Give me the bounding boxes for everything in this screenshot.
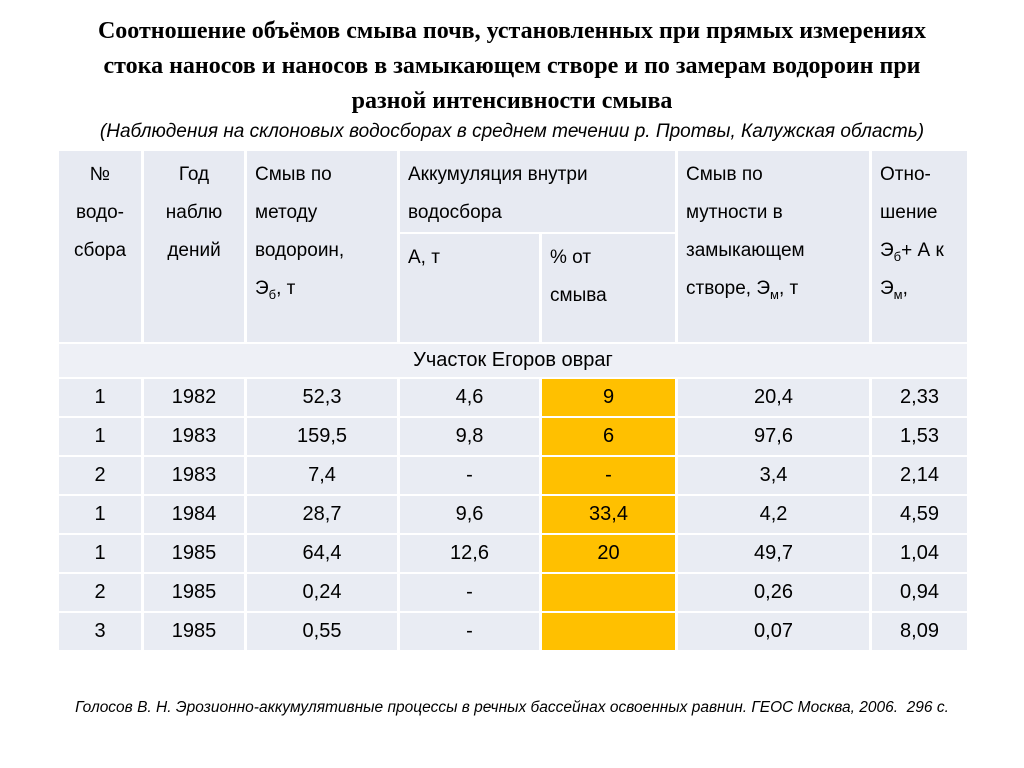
subscript-b: б <box>268 286 277 302</box>
section-row: Участок Егоров овраг <box>55 342 971 380</box>
table-row: 2 1985 0,24 - 0,26 0,94 <box>56 572 971 614</box>
table-cell: 0,26 <box>675 572 873 614</box>
table-row: 1 1983 159,5 9,8 6 97,6 1,53 <box>56 416 971 458</box>
highlighted-cell: 20 <box>538 533 679 575</box>
footer-citation: Голосов В. Н. Эрозионно-аккумулятивные п… <box>75 699 949 716</box>
header-year: Год наблю дений <box>141 149 247 345</box>
table-cell: 1985 <box>141 533 247 575</box>
table-cell: 2,33 <box>869 377 971 419</box>
table-row: 1 1985 64,4 12,6 20 49,7 1,04 <box>56 533 971 575</box>
table-cell: 20,4 <box>675 377 873 419</box>
table-cell: 4,59 <box>869 494 971 536</box>
table-cell: 1,04 <box>869 533 971 575</box>
header-acc-tons: А, т <box>397 232 542 345</box>
table-cell: 1983 <box>141 416 247 458</box>
header-row-top: № водо- сбора Год наблю дений Смыв по ме… <box>56 149 971 345</box>
header-row-sub: А, т % от смыва <box>58 232 969 345</box>
table-cell: - <box>397 611 542 653</box>
table-cell: 2 <box>56 572 144 614</box>
table-cell: 7,4 <box>244 455 400 497</box>
section-header: Участок Егоров овраг <box>55 342 971 380</box>
highlighted-cell <box>538 611 679 653</box>
table-cell: 1 <box>56 377 144 419</box>
table-cell: 1985 <box>141 572 247 614</box>
table-cell: 1982 <box>141 377 247 419</box>
subscript-m: м <box>770 286 779 302</box>
table-cell: 0,07 <box>675 611 873 653</box>
table-cell: 9,8 <box>397 416 542 458</box>
table-cell: 0,55 <box>244 611 400 653</box>
table-cell: 2,14 <box>869 455 971 497</box>
table-cell: 1985 <box>141 611 247 653</box>
table-cell: 49,7 <box>675 533 873 575</box>
table-cell: 4,2 <box>675 494 873 536</box>
highlighted-cell: 6 <box>538 416 679 458</box>
header-ratio: Отно- шение Эб+ А к Эм, <box>869 149 971 345</box>
table-row: 3 1985 0,55 - 0,07 8,09 <box>56 611 971 653</box>
subscript-m: м <box>893 286 903 302</box>
table-cell: 2 <box>56 455 144 497</box>
header-accumulation: Аккумуляция внутри водосбора <box>396 149 679 235</box>
highlighted-cell <box>538 572 679 614</box>
table-cell: 3,4 <box>675 455 873 497</box>
highlighted-cell: 33,4 <box>538 494 679 536</box>
table-cell: 1983 <box>141 455 247 497</box>
header-vodoroin: Смыв по методу водороин, Эб, т <box>244 149 400 345</box>
table-cell: 0,94 <box>869 572 971 614</box>
table-row: 1 1982 52,3 4,6 9 20,4 2,33 <box>56 377 971 419</box>
highlighted-cell: - <box>538 455 679 497</box>
table-cell: 1984 <box>141 494 247 536</box>
table-cell: 1 <box>56 416 144 458</box>
header-acc-percent: % от смыва <box>538 232 679 345</box>
table-cell: - <box>397 572 542 614</box>
table-cell: 3 <box>56 611 144 653</box>
table-cell: 159,5 <box>244 416 400 458</box>
table-cell: 0,24 <box>244 572 400 614</box>
table-cell: 1 <box>56 533 144 575</box>
table-cell: 9,6 <box>397 494 542 536</box>
slide-subtitle: (Наблюдения на склоновых водосборах в ср… <box>99 121 925 143</box>
erosion-data-table: № водо- сбора Год наблю дений Смыв по ме… <box>55 149 971 653</box>
header-turbidity: Смыв по мутности в замыкающем створе, Эм… <box>675 149 873 345</box>
highlighted-cell: 9 <box>538 377 679 419</box>
table-cell: 52,3 <box>244 377 400 419</box>
table-row: 2 1983 7,4 - - 3,4 2,14 <box>56 455 971 497</box>
slide-title: Соотношение объёмов смыва почв, установл… <box>97 18 927 114</box>
table-cell: 1 <box>56 494 144 536</box>
table-cell: - <box>397 455 542 497</box>
subscript-b: б <box>893 248 902 264</box>
table-cell: 4,6 <box>397 377 542 419</box>
table-cell: 97,6 <box>675 416 873 458</box>
table-cell: 1,53 <box>869 416 971 458</box>
table-cell: 8,09 <box>869 611 971 653</box>
table-row: 1 1984 28,7 9,6 33,4 4,2 4,59 <box>56 494 971 536</box>
table-cell: 12,6 <box>397 533 542 575</box>
header-basin-no: № водо- сбора <box>56 149 144 345</box>
table-cell: 28,7 <box>244 494 400 536</box>
table-cell: 64,4 <box>244 533 400 575</box>
